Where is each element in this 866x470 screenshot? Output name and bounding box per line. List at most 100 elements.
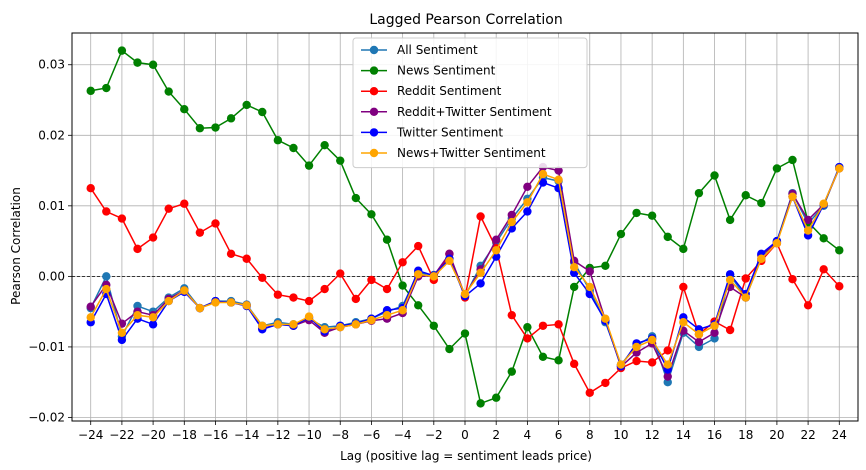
data-point bbox=[585, 388, 594, 397]
data-point bbox=[398, 258, 407, 267]
data-point bbox=[694, 330, 704, 339]
data-point bbox=[741, 293, 750, 302]
data-point bbox=[788, 155, 797, 165]
legend-marker bbox=[369, 107, 379, 117]
data-point bbox=[148, 60, 158, 69]
data-point bbox=[679, 282, 688, 292]
data-point bbox=[211, 123, 220, 132]
data-point bbox=[304, 161, 314, 170]
data-point bbox=[460, 329, 470, 338]
legend-label: Reddit+Twitter Sentiment bbox=[397, 105, 552, 119]
data-point bbox=[523, 198, 532, 207]
data-point bbox=[180, 199, 189, 208]
data-point bbox=[133, 244, 142, 254]
data-point bbox=[117, 328, 127, 338]
data-point bbox=[382, 310, 392, 320]
data-point bbox=[491, 246, 501, 255]
data-point bbox=[195, 124, 205, 133]
data-point bbox=[226, 114, 236, 123]
data-point bbox=[507, 367, 516, 376]
data-point bbox=[414, 301, 423, 310]
x-tick-label: 6 bbox=[555, 428, 563, 442]
data-point bbox=[320, 325, 329, 334]
data-point bbox=[226, 298, 236, 307]
data-point bbox=[86, 302, 95, 311]
data-point bbox=[632, 356, 641, 366]
legend-entry: Reddit Sentiment bbox=[361, 84, 502, 98]
data-point bbox=[133, 58, 142, 67]
data-point bbox=[523, 182, 532, 191]
data-point bbox=[725, 275, 735, 285]
x-tick-label: −18 bbox=[172, 428, 197, 442]
data-point bbox=[663, 372, 672, 381]
data-point bbox=[195, 303, 205, 313]
data-point bbox=[835, 282, 844, 291]
y-axis-label: Pearson Correlation bbox=[9, 187, 23, 305]
data-point bbox=[585, 267, 594, 276]
y-tick-label: −0.02 bbox=[28, 410, 65, 424]
data-point bbox=[148, 233, 158, 242]
x-tick-label: −2 bbox=[425, 428, 443, 442]
data-point bbox=[663, 232, 672, 242]
data-point bbox=[351, 193, 361, 203]
data-point bbox=[507, 217, 516, 227]
data-point bbox=[772, 239, 782, 248]
data-point bbox=[289, 320, 298, 329]
x-tick-label: −6 bbox=[363, 428, 381, 442]
legend-entry: Twitter Sentiment bbox=[361, 125, 503, 139]
data-point bbox=[398, 281, 407, 290]
data-point bbox=[414, 241, 423, 251]
data-point bbox=[679, 244, 688, 254]
data-point bbox=[725, 325, 735, 335]
x-tick-label: −22 bbox=[109, 428, 134, 442]
data-point bbox=[148, 313, 158, 322]
x-axis-ticks: −24 −22 −20 −18 −16 −14 −12 −10 −8 −6 −4 −2 0 2 4 6 8 10 1… bbox=[78, 421, 847, 442]
legend-label: Twitter Sentiment bbox=[396, 125, 503, 139]
data-point bbox=[710, 328, 719, 338]
data-point bbox=[788, 275, 797, 284]
legend-label: All Sentiment bbox=[397, 43, 478, 57]
data-point bbox=[538, 321, 548, 330]
data-point bbox=[491, 393, 501, 402]
data-point bbox=[273, 136, 283, 145]
data-point bbox=[382, 284, 392, 294]
legend-box bbox=[352, 37, 588, 169]
x-tick-label: −24 bbox=[78, 428, 103, 442]
x-tick-label: −10 bbox=[296, 428, 321, 442]
data-point bbox=[242, 254, 251, 263]
data-point bbox=[102, 83, 111, 93]
data-point bbox=[258, 321, 267, 330]
series-news-plus-twitter-sentiment bbox=[86, 164, 844, 369]
data-point bbox=[554, 320, 563, 329]
data-point bbox=[694, 337, 704, 347]
data-point bbox=[616, 360, 626, 369]
x-tick-label: 0 bbox=[461, 428, 469, 442]
x-tick-label: 8 bbox=[586, 428, 594, 442]
x-tick-label: −14 bbox=[234, 428, 259, 442]
data-point bbox=[679, 318, 688, 327]
data-point bbox=[102, 284, 111, 294]
data-point bbox=[585, 282, 594, 292]
x-tick-label: 22 bbox=[800, 428, 815, 442]
data-point bbox=[835, 246, 844, 255]
data-point bbox=[86, 86, 95, 96]
data-point bbox=[258, 107, 267, 117]
legend-entry: All Sentiment bbox=[361, 43, 478, 57]
x-tick-label: 10 bbox=[613, 428, 628, 442]
legend-marker bbox=[369, 87, 379, 96]
data-point bbox=[476, 268, 485, 278]
data-point bbox=[523, 334, 532, 343]
series-news-sentiment bbox=[86, 46, 844, 408]
data-point bbox=[601, 314, 610, 323]
data-point bbox=[86, 184, 95, 193]
data-point bbox=[351, 294, 361, 304]
data-point bbox=[569, 282, 579, 292]
data-point bbox=[211, 298, 220, 307]
data-point bbox=[554, 184, 563, 193]
data-point bbox=[164, 296, 173, 306]
data-point bbox=[772, 164, 782, 173]
data-point bbox=[336, 322, 345, 332]
data-point bbox=[803, 226, 813, 235]
data-point bbox=[102, 272, 111, 281]
